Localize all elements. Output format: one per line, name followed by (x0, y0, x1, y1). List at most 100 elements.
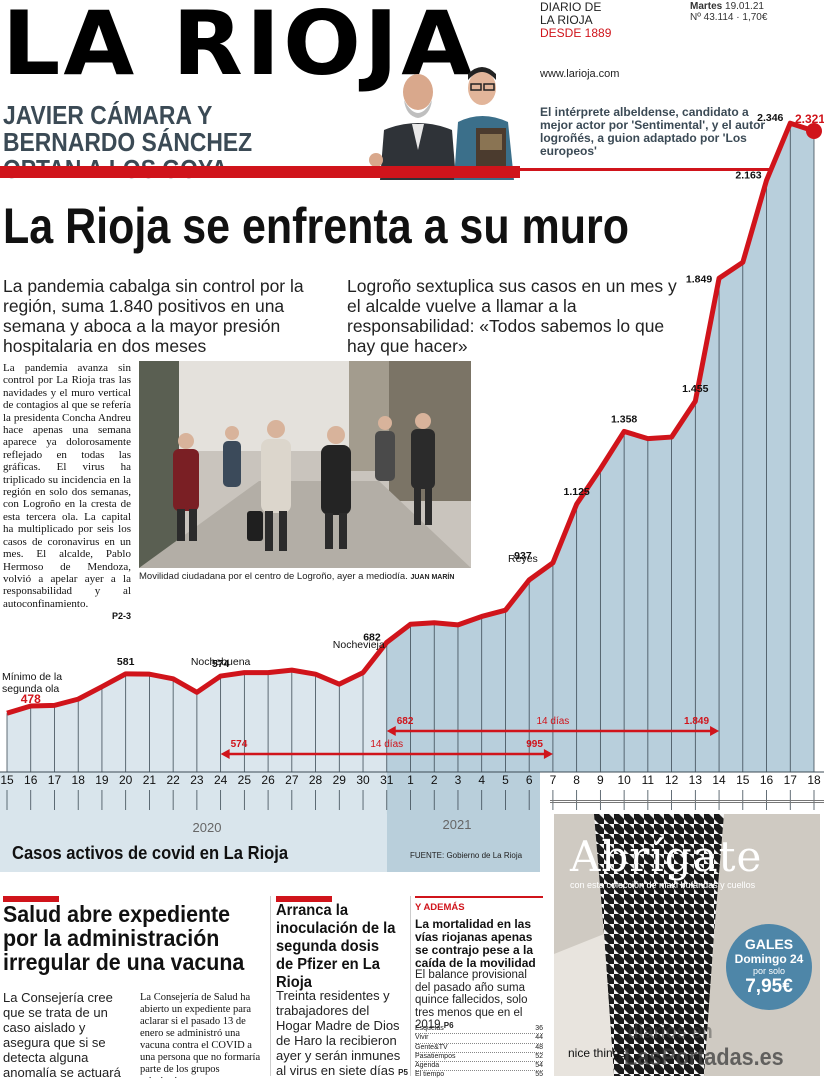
issue-number: Nº 43.114 · 1,70€ (690, 12, 768, 23)
watermark: diarios en LasPortadas.es (624, 1020, 784, 1070)
x-tick-label: 27 (285, 773, 299, 787)
website-link[interactable]: www.larioja.com (540, 68, 620, 80)
span-arrow-left (220, 749, 230, 759)
photo-caption-text: Movilidad ciudadana por el centro de Log… (139, 571, 408, 582)
x-tick-label: 24 (214, 773, 228, 787)
column-divider (270, 896, 271, 1076)
chart-series-line (6, 120, 822, 716)
street-photo (139, 361, 471, 568)
value-label: 478 (21, 692, 41, 706)
index-section: Agenda (415, 1062, 440, 1070)
span-arrow-right (710, 726, 720, 736)
chart-day-gridlines (6, 123, 815, 772)
x-tick-label: 10 (617, 773, 631, 787)
teaser-red-rule (0, 166, 520, 178)
second-dose-headline[interactable]: Arranca la inoculación de la segunda dos… (276, 902, 396, 991)
vaccine-story-headline[interactable]: Salud abre expediente por la administrac… (3, 901, 245, 975)
annotation-text: Mínimo de la (2, 671, 62, 683)
ad-badge-price: 7,95€ (745, 976, 793, 997)
masthead-subtitle-line2: LA RIOJA (540, 13, 593, 27)
index-row[interactable]: Esquelas 36 (415, 1025, 543, 1035)
chart-title-background-2021 (387, 814, 540, 872)
x-tick-label: 23 (190, 773, 204, 787)
index-row[interactable]: El tiempo 55 (415, 1071, 543, 1078)
span-arrow-left (386, 726, 396, 736)
chart-title-background-2020 (0, 814, 387, 872)
main-page-ref[interactable]: P2-3 (111, 611, 131, 622)
main-headline[interactable]: La Rioja se enfrenta a su muro (3, 198, 630, 254)
x-tick-label: 26 (261, 773, 275, 787)
newspaper-masthead: LA RIOJA (2, 0, 476, 95)
ad-price-badge: GALES Domingo 24 por solo 7,95€ (726, 924, 812, 1010)
year-label-2021: 2021 (443, 817, 472, 832)
x-tick-label: 8 (573, 773, 580, 787)
span-to-label: 1.849 (684, 716, 709, 727)
second-dose-deck: Treinta residentes y trabajadores del Ho… (276, 988, 408, 1078)
ad-badge-title: GALES (744, 936, 794, 952)
chart-14-day-spans: 682 1.849 14 días 574 995 14 días (220, 716, 720, 759)
ad-brand: nice things (568, 1046, 626, 1060)
series-line (6, 120, 815, 716)
second-dose-text: Treinta residentes y trabajadores del Ho… (276, 988, 401, 1078)
x-tick-label: 31 (380, 773, 394, 787)
ad-badge-day: Domingo 24 (734, 952, 804, 966)
x-tick-label: 17 (48, 773, 62, 787)
vaccine-story-deck: La Consejería cree que se trata de un ca… (3, 990, 121, 1078)
index-row[interactable]: Vivir 44 (415, 1034, 543, 1044)
span-days-label: 14 días (537, 716, 570, 727)
span-days-label: 14 días (370, 739, 403, 750)
x-tick-label: 1 (407, 773, 414, 787)
ademas-rule (415, 896, 543, 898)
scarf-advertisement[interactable]: Abrígate con esta colección de maxi bufa… (554, 814, 820, 1076)
index-section: Vivir (415, 1034, 429, 1042)
x-tick-label: 28 (309, 773, 323, 787)
value-label: 1.849 (686, 273, 712, 285)
photo-caption: Movilidad ciudadana por el centro de Log… (139, 571, 479, 582)
main-body-text: La pandemia avanza sin control por La Ri… (3, 362, 131, 623)
ademas-body: El balance provisional del pasado año su… (415, 969, 528, 1031)
x-tick-label: 12 (665, 773, 679, 787)
chart-x-axis: 15 16 17 18 19 20 21 22 23 24 25 26 27 28 29 30 31 1 2 3 4 5 6… (0, 771, 824, 810)
watermark-line1: diarios en (627, 1021, 713, 1043)
area-2021 (386, 123, 814, 773)
main-deck-right: Logroño sextuplica sus casos en un mes y… (347, 276, 677, 356)
value-label: 574 (212, 658, 230, 670)
column-divider (410, 896, 411, 1076)
index-row[interactable]: Agenda 54 (415, 1062, 543, 1072)
span-to-label: 995 (526, 739, 543, 750)
ademas-ref[interactable]: P6 (443, 1021, 454, 1030)
issue-info: Martes 19.01.21 Nº 43.114 · 1,70€ (690, 1, 767, 23)
story-tab-marker (276, 896, 332, 902)
x-tick-label: 16 (760, 773, 774, 787)
index-row[interactable]: Pasatiempos 52 (415, 1052, 543, 1063)
x-tick-label: 15 (0, 773, 14, 787)
index-page: 36 (535, 1025, 543, 1032)
annotation-text: Nochebuena (191, 656, 251, 668)
band-2021 (386, 772, 540, 814)
span-from-label: 682 (397, 716, 414, 727)
x-tick-label: 30 (356, 773, 370, 787)
index-page: 54 (535, 1062, 543, 1070)
masthead-since: DESDE 1889 (540, 26, 612, 40)
x-tick-label: 14 (712, 773, 726, 787)
index-row[interactable]: Gente&TV 48 (415, 1044, 543, 1053)
span-from-label: 574 (231, 739, 248, 750)
main-body-paragraph: La pandemia avanza sin control por La Ri… (3, 362, 131, 610)
chart-year-labels: 2020 2021 (193, 817, 472, 835)
story-tab-marker (3, 896, 59, 902)
ademas-headline[interactable]: La mortalidad en las vías riojanas apena… (415, 917, 536, 970)
watermark-line2: LasPortadas.es (624, 1044, 784, 1071)
main-deck-left: La pandemia cabalga sin control por la r… (3, 276, 304, 356)
chart-title: Casos activos de covid en La Rioja (12, 843, 289, 863)
x-tick-label: 9 (597, 773, 604, 787)
span-arrow-right (543, 749, 553, 759)
chart-source: FUENTE: Gobierno de La Rioja (410, 851, 523, 860)
x-tick-label: 17 (784, 773, 798, 787)
index-page: 52 (535, 1052, 543, 1060)
band-2020 (0, 772, 387, 814)
second-dose-ref[interactable]: P5 (398, 1068, 408, 1077)
teaser-text: El intérprete albeldense, candidato a me… (540, 105, 766, 158)
x-tick-label: 7 (550, 773, 557, 787)
